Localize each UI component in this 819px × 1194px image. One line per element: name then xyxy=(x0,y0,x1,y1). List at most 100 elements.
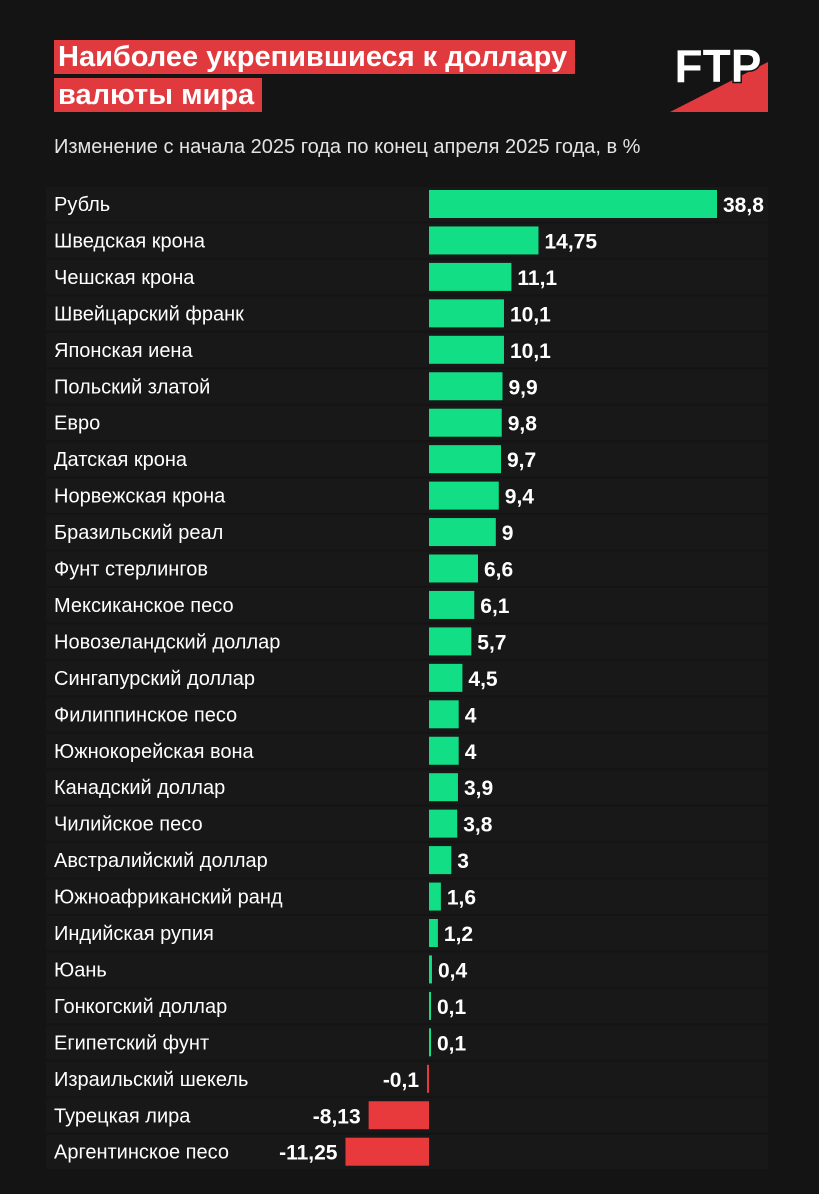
row-background xyxy=(46,916,768,951)
row-background xyxy=(46,332,768,368)
ftp-logo: FTP xyxy=(670,40,768,112)
value-label: 4 xyxy=(465,741,477,764)
category-label: Чешская крона xyxy=(54,267,195,289)
value-label: 10,1 xyxy=(510,340,551,363)
chart-subtitle: Изменение с начала 2025 года по конец ап… xyxy=(54,136,641,158)
category-label: Сингапурский доллар xyxy=(54,668,255,690)
row-background xyxy=(46,952,768,987)
value-label: 11,1 xyxy=(517,267,557,290)
value-label: 9,4 xyxy=(505,486,535,509)
bar xyxy=(429,955,432,984)
value-label: 3,8 xyxy=(463,814,493,837)
value-label: 9,8 xyxy=(508,413,538,436)
bar xyxy=(429,299,504,328)
row-background xyxy=(46,259,768,295)
bar xyxy=(429,335,504,364)
bar xyxy=(429,226,539,255)
category-label: Египетский фунт xyxy=(54,1032,209,1054)
row-background xyxy=(46,369,768,404)
row-background xyxy=(46,587,768,623)
category-label: Индийская рупия xyxy=(54,923,214,945)
bar xyxy=(429,518,496,547)
category-label: Швейцарский франк xyxy=(54,303,244,325)
bar xyxy=(429,773,458,802)
category-label: Новозеландский доллар xyxy=(54,631,280,653)
value-label: -8,13 xyxy=(313,1105,361,1128)
row-background xyxy=(46,515,768,550)
bar xyxy=(429,991,431,1020)
bar xyxy=(429,190,717,218)
chart-title: Наиболее укрепившиеся к доллару валюты м… xyxy=(54,40,576,112)
category-label: Гонкогский доллар xyxy=(54,996,227,1018)
value-label: 9,9 xyxy=(508,376,537,399)
title-line-1: Наиболее укрепившиеся к доллару xyxy=(54,40,576,74)
category-label: Норвежская крона xyxy=(54,486,226,508)
value-label: 3,9 xyxy=(464,777,493,800)
row-background xyxy=(46,879,768,914)
category-label: Австралийский доллар xyxy=(54,850,268,872)
value-label: -11,25 xyxy=(279,1142,338,1165)
value-label: 6,1 xyxy=(480,595,510,618)
category-label: Фунт стерлингов xyxy=(54,559,208,581)
row-background xyxy=(46,223,768,258)
value-label: 10,1 xyxy=(510,303,551,326)
bar xyxy=(429,809,458,838)
row-background xyxy=(46,296,768,331)
bar xyxy=(427,1064,429,1093)
logo-text: FTP xyxy=(675,40,762,92)
value-label: 5,7 xyxy=(477,631,506,654)
value-label: 0,1 xyxy=(437,996,467,1019)
bar xyxy=(429,700,459,729)
bar xyxy=(429,882,441,911)
category-label: Бразильский реал xyxy=(54,522,223,544)
bar xyxy=(429,262,512,291)
row-background xyxy=(46,660,768,696)
bar xyxy=(429,590,475,619)
category-label: Аргентинское песо xyxy=(54,1142,229,1164)
bar xyxy=(429,1028,431,1057)
category-label: Евро xyxy=(54,413,100,435)
row-background xyxy=(46,624,768,659)
value-label: 1,6 xyxy=(447,887,476,910)
value-label: 14,75 xyxy=(544,230,597,253)
row-background xyxy=(46,442,768,477)
title-line-2: валюты мира xyxy=(54,78,263,112)
row-background xyxy=(46,770,768,805)
bar xyxy=(429,554,478,583)
category-label: Филиппинское песо xyxy=(54,704,237,726)
bar xyxy=(368,1101,429,1130)
value-label: 3 xyxy=(457,850,469,873)
category-label: Японская иена xyxy=(54,340,193,362)
value-label: 4 xyxy=(465,704,477,727)
row-background xyxy=(46,988,768,1024)
value-label: 1,2 xyxy=(444,923,473,946)
bar xyxy=(429,445,501,474)
bar xyxy=(429,627,472,656)
value-label: 38,8 xyxy=(723,194,764,217)
category-label: Шведская крона xyxy=(54,230,206,252)
category-label: Юань xyxy=(54,959,107,981)
category-label: Израильский шекель xyxy=(54,1069,248,1091)
row-background xyxy=(46,1025,768,1060)
row-background xyxy=(46,1061,768,1097)
bar xyxy=(429,736,459,765)
bar xyxy=(429,481,499,510)
category-label: Чилийское песо xyxy=(54,814,203,836)
category-label: Канадский доллар xyxy=(54,777,225,799)
category-label: Южноафриканский ранд xyxy=(54,887,283,909)
bar xyxy=(429,663,463,692)
value-label: 9,7 xyxy=(507,449,536,472)
category-label: Мексиканское песо xyxy=(54,595,234,617)
value-label: 9 xyxy=(502,522,514,545)
value-label: 6,6 xyxy=(484,559,513,582)
category-label: Датская крона xyxy=(54,449,188,471)
bar xyxy=(429,846,452,875)
bar xyxy=(429,408,502,437)
value-label: -0,1 xyxy=(383,1069,420,1092)
value-label: 0,1 xyxy=(437,1032,467,1055)
row-background xyxy=(46,843,768,878)
category-label: Южнокорейская вона xyxy=(54,741,255,763)
category-label: Турецкая лира xyxy=(54,1105,191,1127)
row-background xyxy=(46,733,768,769)
